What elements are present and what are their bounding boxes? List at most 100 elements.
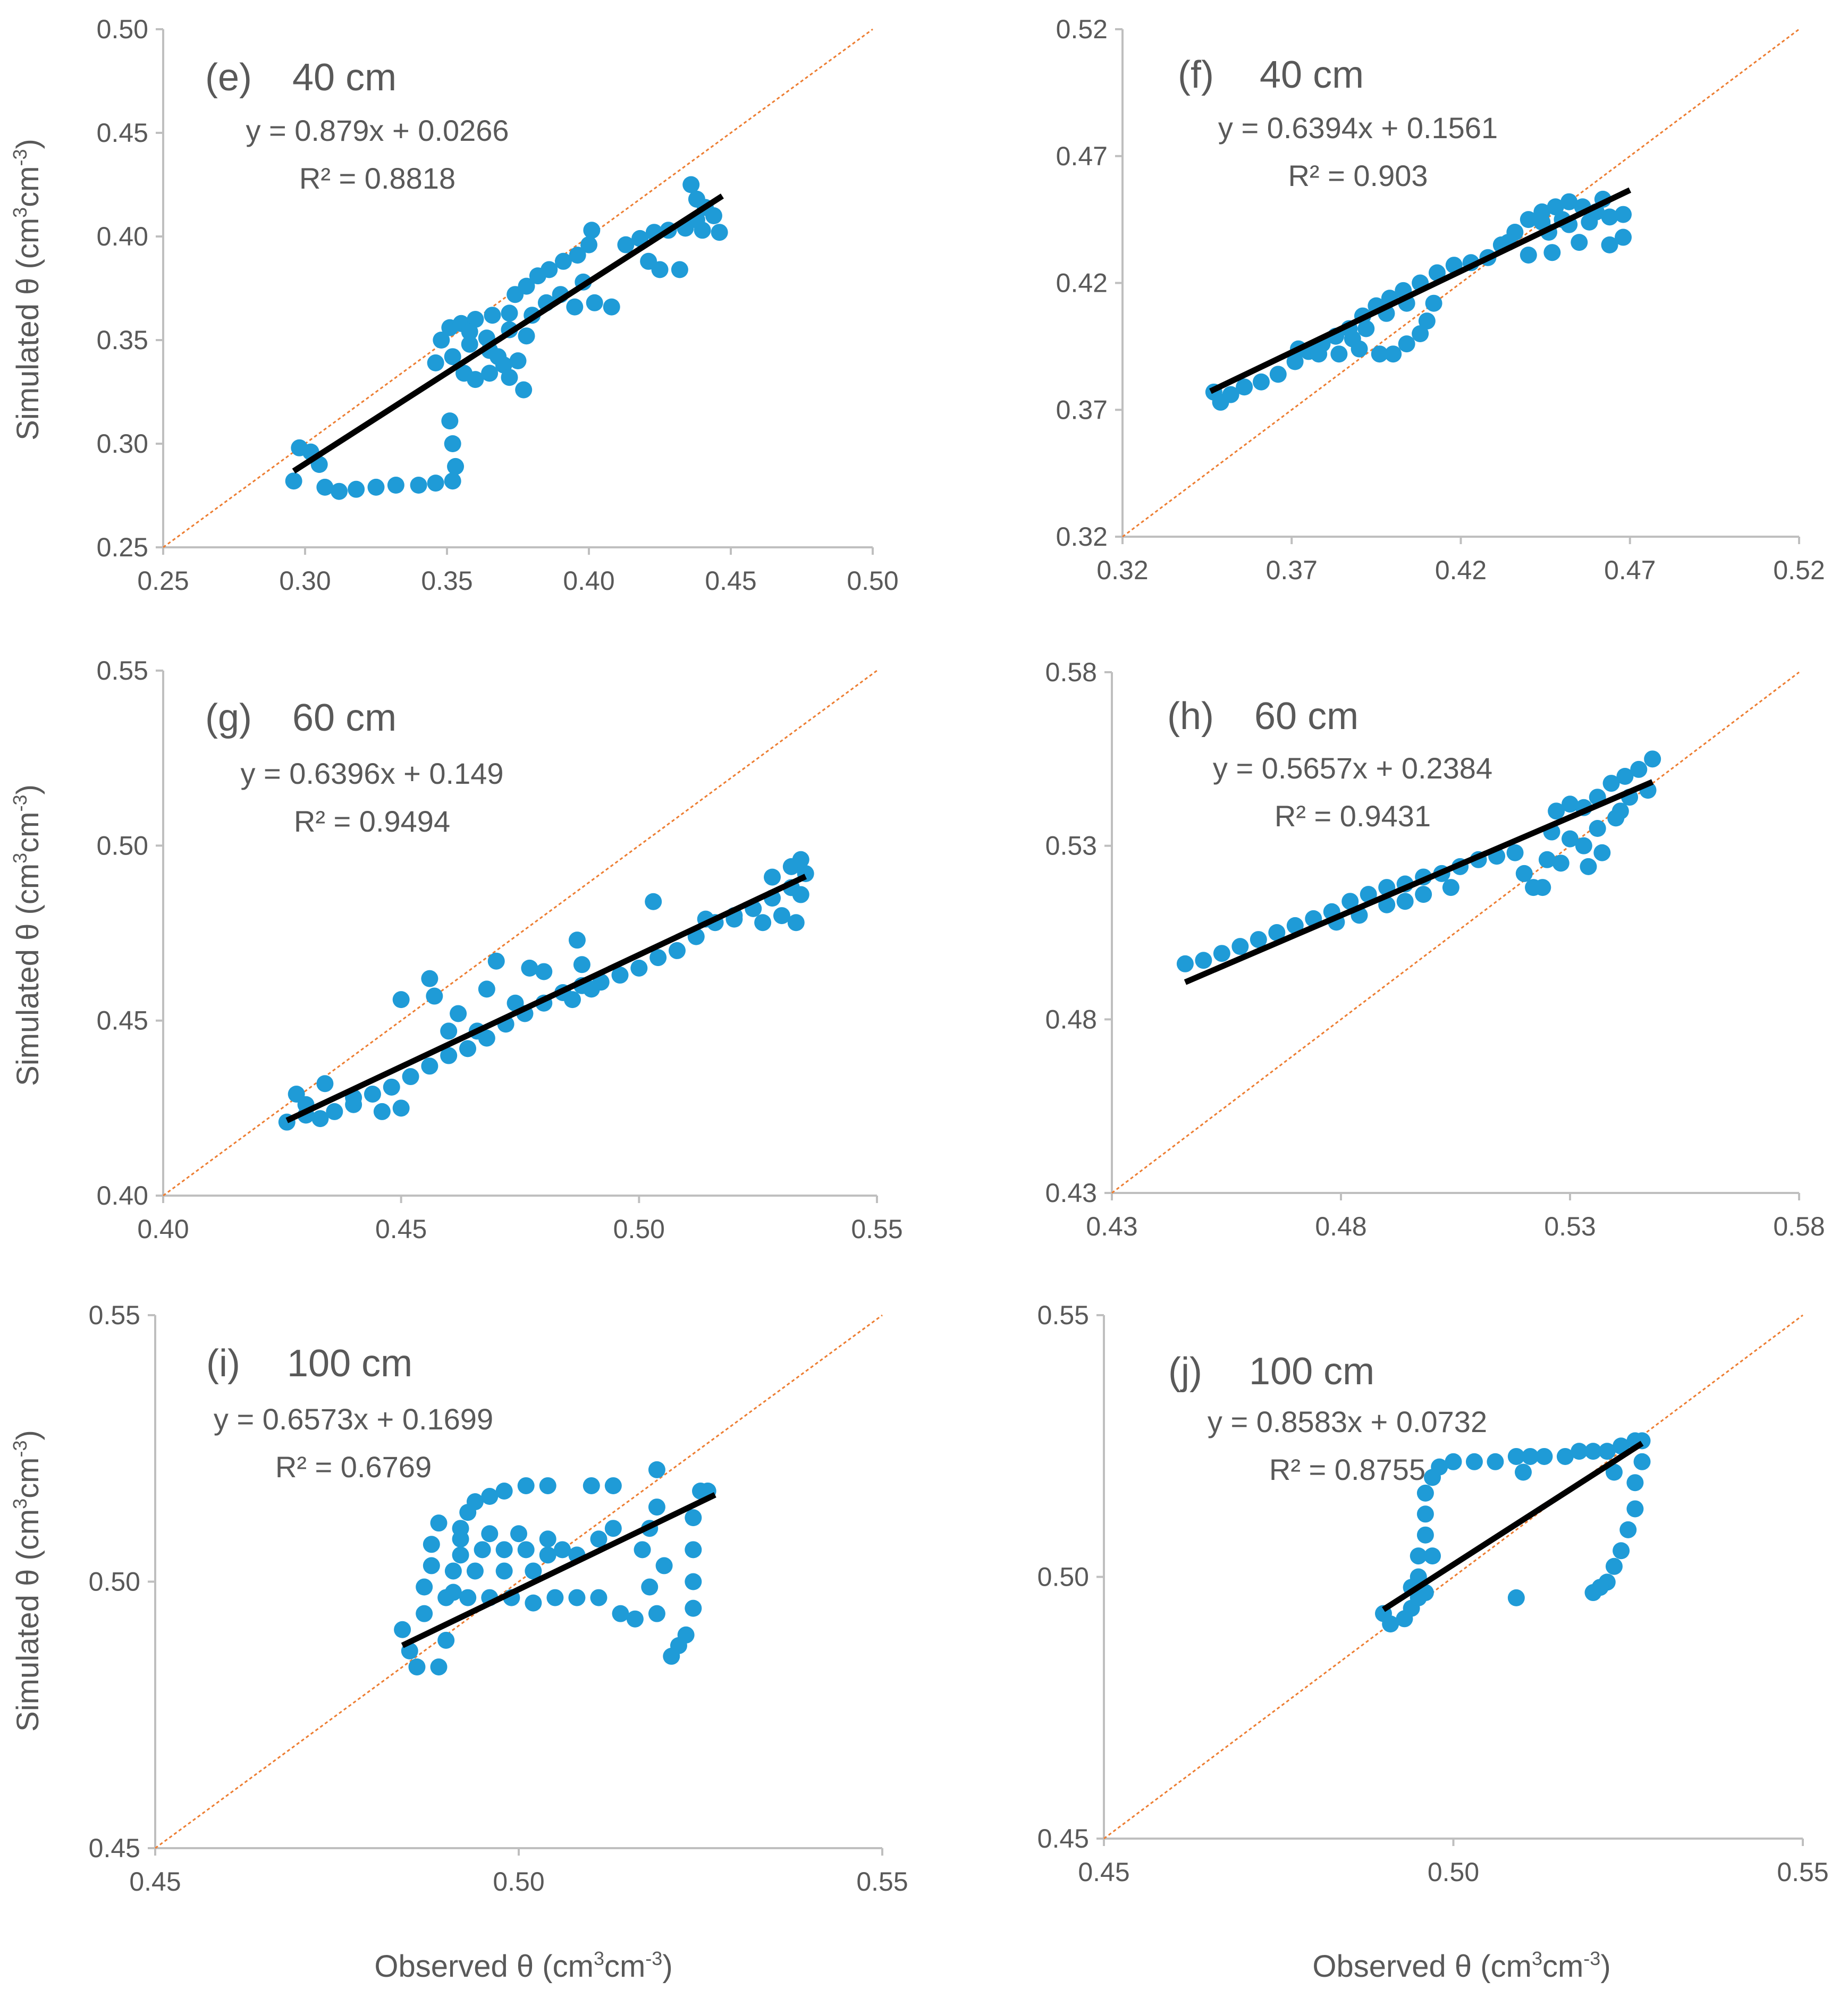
data-point (590, 1530, 607, 1548)
data-point (573, 956, 590, 973)
panel-label: (j) (1168, 1350, 1202, 1393)
fit-line-e (292, 193, 724, 474)
data-point (444, 472, 461, 490)
data-point (459, 1040, 477, 1057)
data-point (437, 1589, 455, 1606)
data-point (373, 1103, 391, 1120)
regression-equation: y = 0.879x + 0.0266 (246, 114, 509, 147)
y-tick-label: 0.32 (1056, 522, 1108, 552)
data-point (1616, 768, 1634, 785)
data-point (402, 1068, 419, 1086)
data-point (518, 327, 535, 345)
y-axis-title-i-part: ) (11, 1430, 45, 1440)
fit-line-i (401, 1492, 716, 1648)
data-point (1615, 206, 1632, 223)
data-point (563, 991, 581, 1009)
data-point (1619, 1521, 1637, 1538)
data-point (1633, 1453, 1651, 1470)
data-point (495, 1482, 513, 1500)
panel-j: 0.45 0.45 0.50 0.50 0.55 0.55 (j) 100 cm y = 0.8… (1037, 1300, 1829, 1887)
y-axis-title-i-part: cm (11, 1457, 45, 1498)
x-tick-label: 0.42 (1435, 555, 1487, 585)
panel-label: (g) (205, 697, 252, 739)
y-axis-title-i-part: Simulated θ (cm (11, 1509, 45, 1732)
data-point (1344, 330, 1361, 348)
data-point (568, 932, 586, 949)
data-point (1535, 1447, 1553, 1465)
data-point (421, 970, 438, 987)
data-point (754, 914, 772, 932)
y-axis-title-g-part: cm (11, 811, 45, 852)
data-point (1268, 924, 1286, 941)
data-point (1515, 865, 1533, 882)
x-axis-title-j-part: -3 (1583, 1948, 1600, 1969)
data-point (421, 1057, 438, 1075)
data-point (1630, 760, 1648, 778)
data-point (1222, 386, 1239, 403)
fit-line-f (1209, 187, 1632, 394)
data-point (387, 477, 404, 494)
data-point (1547, 198, 1564, 216)
data-point (1556, 1447, 1574, 1465)
data-point (501, 369, 518, 386)
x-tick-label: 0.50 (493, 1867, 544, 1897)
data-point (1602, 775, 1620, 792)
data-point (1589, 820, 1606, 837)
one-to-one-line-f (1122, 28, 1800, 538)
data-point (694, 222, 711, 239)
data-point (1286, 917, 1304, 934)
regression-equation: y = 0.8583x + 0.0732 (1208, 1405, 1487, 1438)
data-point (416, 1605, 433, 1622)
data-point (671, 261, 688, 278)
regression-equation: y = 0.6396x + 0.149 (240, 757, 503, 790)
depth-label: 60 cm (1254, 695, 1358, 738)
data-point (1418, 312, 1436, 330)
data-point (1415, 886, 1432, 903)
data-point (1416, 1526, 1434, 1544)
y-axis-title-g: Simulated θ (cm3cm-3) (9, 784, 45, 1086)
x-axis-title-j-part: ) (1600, 1949, 1610, 1984)
data-point (1269, 366, 1287, 383)
x-tick-label: 0.55 (851, 1214, 902, 1244)
x-axis-title-i-part: 3 (594, 1948, 604, 1969)
data-point (1575, 837, 1592, 854)
data-point (685, 1573, 702, 1590)
data-point (685, 1509, 702, 1527)
y-tick-label: 0.50 (97, 14, 148, 44)
data-point (461, 323, 478, 341)
data-point (316, 1075, 334, 1093)
r-squared: R² = 0.9494 (294, 805, 450, 838)
data-point (648, 1605, 665, 1622)
data-point (1584, 1443, 1602, 1460)
y-tick-label: 0.40 (97, 1181, 148, 1210)
regression-equation: y = 0.5657x + 0.2384 (1213, 751, 1492, 785)
y-axis-title-e: Simulated θ (cm3cm-3) (9, 139, 45, 441)
y-tick-label: 0.43 (1045, 1178, 1097, 1208)
y-tick-label: 0.40 (97, 222, 148, 251)
data-point (1644, 750, 1661, 768)
x-tick-label: 0.50 (847, 566, 898, 596)
data-point (764, 868, 781, 886)
data-point (410, 477, 427, 494)
data-point (569, 247, 586, 264)
data-point (481, 365, 499, 382)
y-tick-label: 0.50 (97, 831, 148, 860)
panel-label: (f) (1178, 54, 1214, 96)
data-point (1601, 236, 1618, 253)
x-tick-label: 0.43 (1086, 1212, 1137, 1241)
one-to-one-line-i (155, 1314, 883, 1849)
fit-line-g (285, 874, 807, 1123)
y-tick-label: 0.52 (1056, 14, 1108, 44)
data-point (495, 1541, 513, 1559)
data-point (427, 475, 444, 492)
data-point (1252, 373, 1270, 391)
data-point (1571, 234, 1588, 251)
data-point (1410, 1547, 1427, 1565)
data-point (1543, 244, 1561, 261)
y-axis-title-e-part: 3 (9, 207, 31, 218)
y-axis-title-g-part: -3 (9, 794, 31, 811)
depth-label: 40 cm (1260, 54, 1364, 96)
x-tick-label: 0.45 (375, 1214, 427, 1244)
one-to-one-line-h (1111, 671, 1800, 1194)
